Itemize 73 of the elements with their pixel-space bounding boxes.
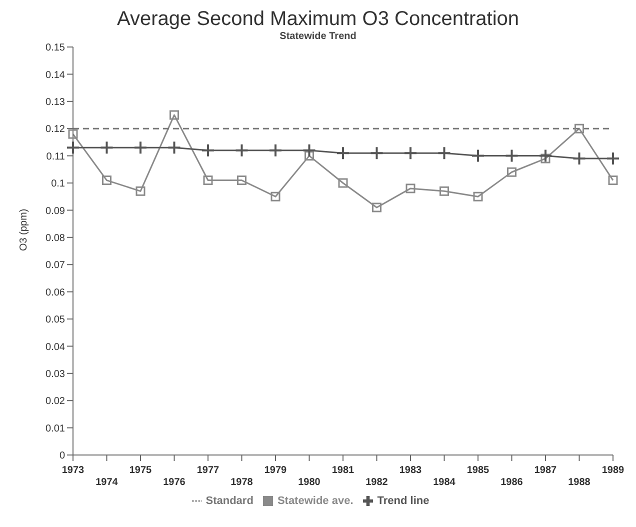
x-tick-label: 1981 (332, 465, 355, 476)
y-tick-label: 0.13 (46, 96, 66, 108)
y-tick-label: 0.01 (46, 423, 66, 434)
point (203, 176, 213, 186)
y-tick-label: 0.07 (46, 260, 66, 272)
y-tick-label: 0.11 (46, 151, 66, 162)
y-tick-label: 0.04 (46, 342, 66, 353)
point (102, 176, 112, 186)
x-tick-label: 1975 (129, 465, 152, 476)
y-tick-label: 0.14 (46, 70, 66, 81)
point (471, 148, 485, 163)
point (370, 146, 384, 160)
point (302, 143, 316, 158)
point (473, 192, 483, 202)
point (234, 143, 249, 158)
point (440, 186, 449, 196)
point (574, 124, 584, 134)
x-tick-label: 1980 (298, 477, 321, 488)
point (268, 143, 282, 158)
x-tick-label: 1987 (534, 465, 558, 476)
point (338, 178, 348, 188)
point (538, 148, 552, 163)
y-tick-label: 0.03 (46, 368, 66, 380)
point (404, 146, 418, 160)
point (167, 140, 182, 155)
x-tick-label: 1973 (62, 465, 85, 476)
y-tick-label: 0.05 (46, 314, 66, 326)
x-tick-label: 1979 (264, 465, 288, 476)
chart-subtitle: Statewide Trend (278, 31, 358, 42)
point (540, 154, 550, 164)
point (406, 184, 416, 194)
point (134, 140, 148, 155)
point (437, 146, 452, 160)
legend-label: Trend line (377, 495, 430, 507)
x-tick-label: 1989 (602, 465, 625, 476)
y-tick-label: 0 (59, 450, 66, 462)
x-tick-label: 1988 (568, 477, 591, 488)
y-tick-label: 0.09 (46, 206, 66, 217)
y-tick-label: 0.08 (46, 232, 66, 244)
y-tick-label: 0.02 (46, 396, 66, 408)
point (606, 152, 620, 166)
point (237, 176, 246, 186)
x-tick-label: 1978 (230, 477, 254, 488)
x-tick-label: 1984 (433, 477, 456, 488)
y-tick-label: 0.1 (51, 178, 66, 190)
point (100, 140, 114, 155)
point (507, 167, 516, 177)
point (336, 146, 350, 160)
x-tick-label: 1985 (466, 465, 490, 476)
point (504, 148, 519, 163)
x-tick-label: 1974 (96, 477, 118, 488)
y-axis-title: O3 (ppm) (18, 208, 30, 251)
legend-label: Standard (206, 495, 254, 507)
x-tick-label: 1977 (196, 465, 220, 476)
point (201, 143, 215, 158)
point (66, 140, 80, 155)
x-tick-label: 1986 (500, 477, 524, 488)
point (572, 152, 586, 166)
point (372, 202, 382, 212)
point (136, 186, 146, 196)
point (304, 151, 314, 161)
x-tick-label: 1976 (163, 477, 186, 488)
chart-title: Average Second Maximum O3 Concentration (116, 8, 520, 31)
x-tick-label: 1983 (399, 465, 422, 476)
legend-label: Statewide ave. (277, 495, 354, 507)
y-tick-label: 0.06 (46, 287, 66, 298)
y-tick-label: 0.15 (46, 42, 66, 54)
point (270, 192, 280, 202)
y-tick-label: 0.12 (46, 124, 66, 136)
point (608, 176, 618, 186)
point (68, 129, 78, 139)
point (170, 110, 179, 120)
x-tick-label: 1982 (366, 477, 388, 488)
